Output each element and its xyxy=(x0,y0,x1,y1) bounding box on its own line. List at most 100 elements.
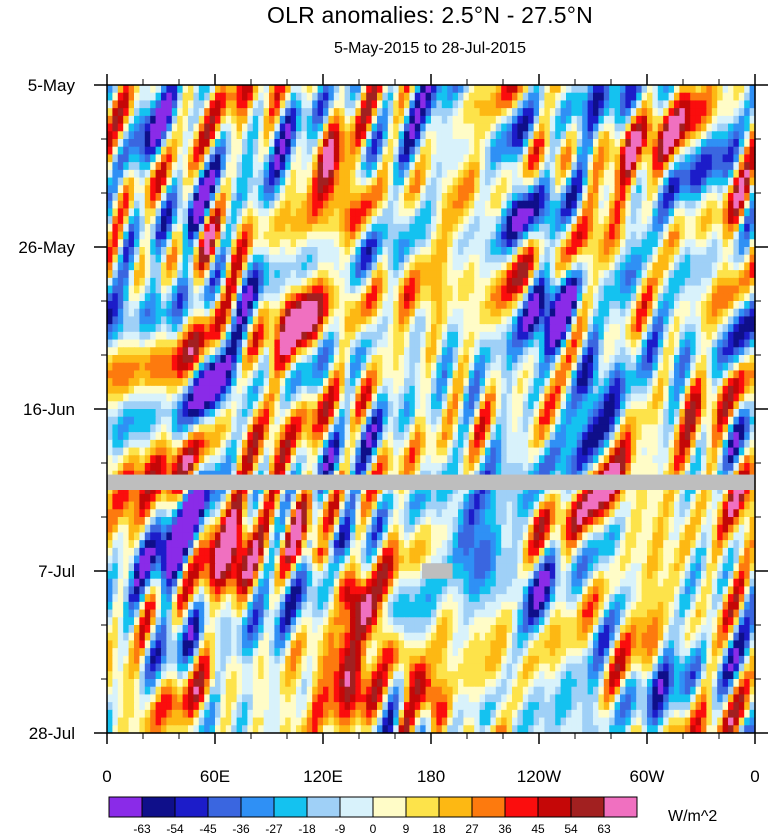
heatmap-cell xyxy=(636,385,643,395)
heatmap-cell xyxy=(517,162,524,171)
heatmap-cell xyxy=(587,339,594,348)
heatmap-cell xyxy=(479,154,486,163)
heatmap-cell xyxy=(436,293,443,302)
heatmap-cell xyxy=(198,393,205,402)
heatmap-cell xyxy=(317,115,324,125)
heatmap-cell xyxy=(296,154,302,163)
heatmap-cell xyxy=(701,208,707,217)
heatmap-cell xyxy=(420,208,427,217)
heatmap-cell xyxy=(549,85,556,94)
heatmap-cell xyxy=(711,115,718,125)
heatmap-cell xyxy=(193,139,200,148)
heatmap-cell xyxy=(539,308,545,318)
heatmap-cell xyxy=(247,378,254,387)
heatmap-cell xyxy=(323,301,329,310)
heatmap-cell xyxy=(301,169,308,179)
heatmap-cell xyxy=(620,247,626,256)
heatmap-cell xyxy=(452,247,459,256)
heatmap-cell xyxy=(593,308,599,318)
heatmap-cell xyxy=(128,200,135,210)
heatmap-cell xyxy=(674,146,680,156)
heatmap-cell xyxy=(560,247,567,256)
heatmap-cell xyxy=(123,193,130,202)
heatmap-cell xyxy=(463,378,470,387)
heatmap-cell xyxy=(139,262,146,271)
heatmap-cell xyxy=(344,378,351,387)
heatmap-cell xyxy=(220,362,227,372)
heatmap-cell xyxy=(198,378,205,387)
heatmap-cell xyxy=(107,254,113,264)
heatmap-cell xyxy=(587,193,594,202)
heatmap-cell xyxy=(231,301,238,310)
heatmap-cell xyxy=(674,339,680,348)
heatmap-cell xyxy=(252,331,259,341)
heatmap-cell xyxy=(549,223,556,233)
heatmap-cell xyxy=(209,85,216,94)
heatmap-cell xyxy=(123,247,130,256)
heatmap-cell xyxy=(744,347,751,356)
heatmap-cell xyxy=(204,100,211,109)
heatmap-cell xyxy=(458,131,464,140)
heatmap-cell xyxy=(171,339,178,348)
heatmap-cell xyxy=(587,362,594,372)
heatmap-cell xyxy=(285,247,292,256)
heatmap-cell xyxy=(323,154,329,163)
heatmap-cell xyxy=(171,139,178,148)
heatmap-cell xyxy=(674,115,680,125)
heatmap-cell xyxy=(225,378,232,387)
heatmap-cell xyxy=(117,247,124,256)
heatmap-cell xyxy=(269,401,275,410)
heatmap-cell xyxy=(609,123,616,132)
heatmap-cell xyxy=(382,355,389,364)
heatmap-cell xyxy=(393,169,400,179)
heatmap-cell xyxy=(749,362,756,372)
heatmap-cell xyxy=(587,200,594,210)
heatmap-cell xyxy=(371,270,378,279)
heatmap-cell xyxy=(323,177,329,186)
heatmap-cell xyxy=(360,262,367,271)
heatmap-cell xyxy=(377,339,383,348)
heatmap-cell xyxy=(166,139,173,148)
heatmap-cell xyxy=(636,316,643,325)
heatmap-cell xyxy=(263,370,270,379)
heatmap-cell xyxy=(404,347,410,356)
heatmap-cell xyxy=(290,146,297,156)
heatmap-cell xyxy=(738,308,745,318)
heatmap-cell xyxy=(360,247,367,256)
heatmap-cell xyxy=(328,270,335,279)
heatmap-cell xyxy=(495,85,502,94)
heatmap-cell xyxy=(144,85,151,94)
heatmap-cell xyxy=(317,262,324,271)
heatmap-cell xyxy=(279,216,286,225)
heatmap-cell xyxy=(161,301,167,310)
heatmap-cell xyxy=(452,146,459,156)
heatmap-cell xyxy=(738,123,745,132)
heatmap-cell xyxy=(717,154,724,163)
heatmap-cell xyxy=(220,185,227,194)
heatmap-cell xyxy=(301,146,308,156)
heatmap-cell xyxy=(274,223,281,233)
heatmap-cell xyxy=(506,231,513,240)
heatmap-cell xyxy=(323,185,329,194)
heatmap-cell xyxy=(425,362,432,372)
heatmap-cell xyxy=(555,339,562,348)
heatmap-cell xyxy=(468,339,475,348)
heatmap-cell xyxy=(620,347,626,356)
heatmap-cell xyxy=(339,285,346,294)
heatmap-cell xyxy=(620,193,626,202)
heatmap-cell xyxy=(360,115,367,125)
heatmap-cell xyxy=(555,177,562,186)
heatmap-cell xyxy=(463,146,470,156)
heatmap-cell xyxy=(333,115,340,125)
heatmap-cell xyxy=(344,185,351,194)
heatmap-cell xyxy=(425,208,432,217)
heatmap-cell xyxy=(431,92,437,102)
heatmap-cell xyxy=(679,331,686,341)
heatmap-cell xyxy=(150,277,157,287)
heatmap-cell xyxy=(139,324,146,333)
heatmap-cell xyxy=(447,108,454,117)
heatmap-cell xyxy=(668,285,675,294)
heatmap-cell xyxy=(641,162,648,171)
heatmap-cell xyxy=(306,100,313,109)
heatmap-cell xyxy=(290,177,297,186)
